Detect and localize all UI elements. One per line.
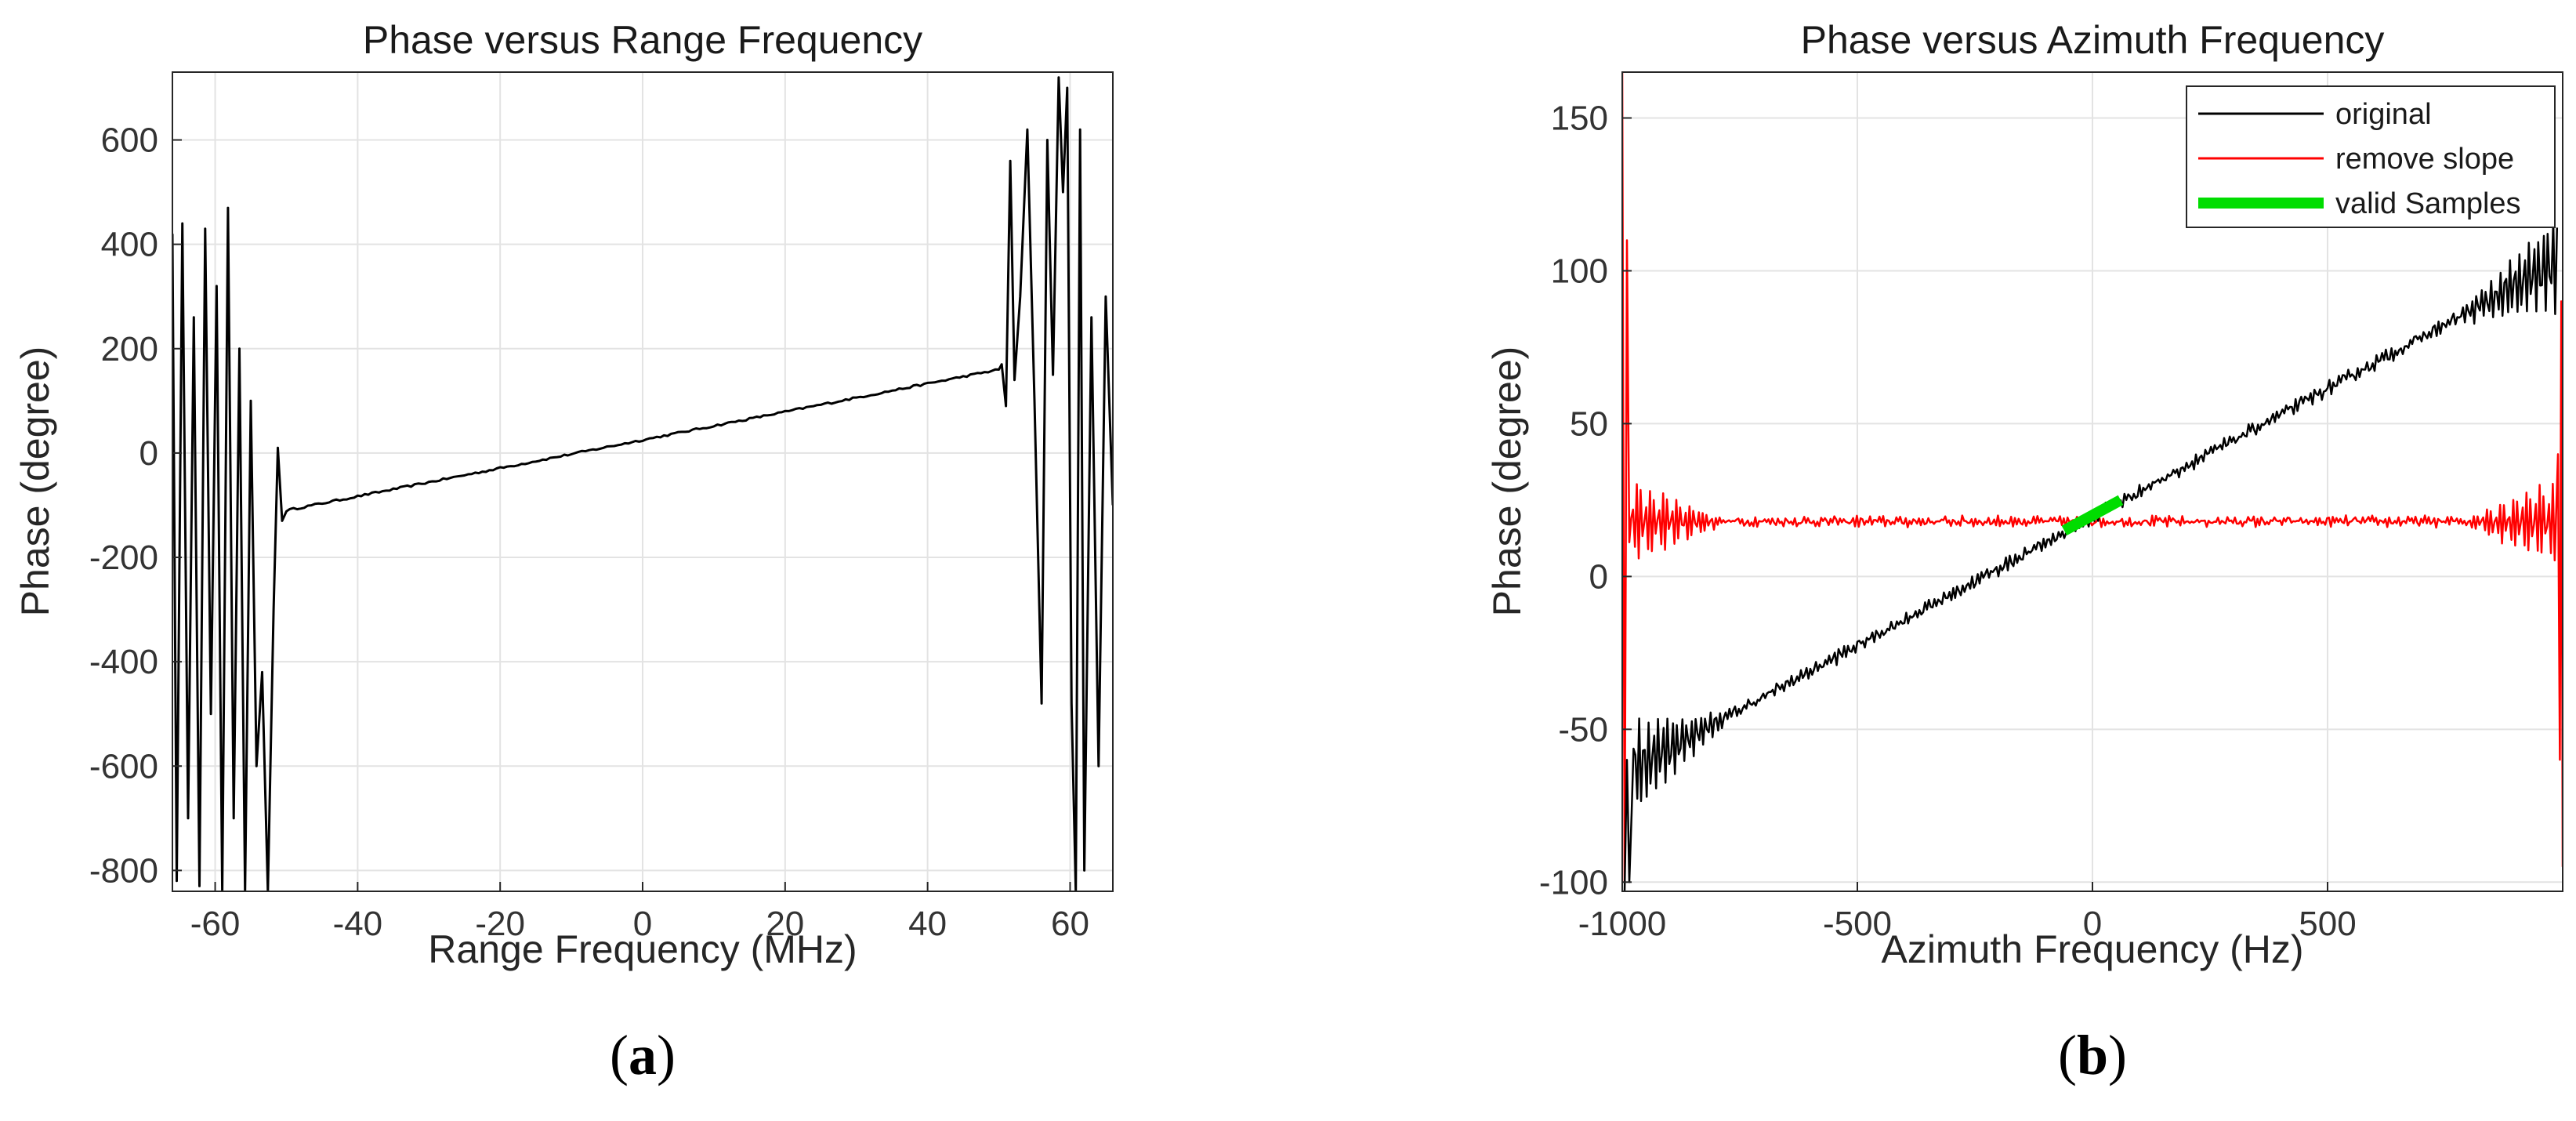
panel-a-range-chart: -60 -40 -20 0 20 40 60-800-600-400-20002004006… (13, 18, 1114, 1087)
grid-a (172, 72, 1113, 891)
legend: original remove slope valid Samples (2186, 85, 2556, 228)
y-tick-label: 0 (139, 434, 158, 473)
y-tick-label: 200 (101, 330, 158, 368)
y-tick-label: -100 (1539, 863, 1608, 902)
x-axis-label: Azimuth Frequency (Hz) (1881, 927, 2303, 971)
x-tick-label: 60 (1051, 905, 1089, 943)
panel-label-b: (b) (2058, 1024, 2127, 1087)
x-tick-label: 40 (908, 905, 947, 943)
x-axis-label: Range Frequency (MHz) (428, 927, 857, 971)
x-tick-label: -40 (333, 905, 383, 943)
y-axis-label: Phase (degree) (13, 346, 57, 617)
y-tick-label: -800 (89, 851, 158, 890)
series-a (172, 76, 1113, 891)
series-line-phase (172, 76, 1113, 891)
y-tick-label: -400 (89, 643, 158, 681)
x-tick-label: 500 (2299, 905, 2356, 943)
x-tick-label: -60 (190, 905, 241, 943)
y-tick-label: -50 (1558, 710, 1608, 749)
y-axis-label: Phase (degree) (1485, 346, 1529, 617)
y-tick-label: -200 (89, 539, 158, 577)
x-tick-label: -1000 (1578, 905, 1667, 943)
y-tick-label: 50 (1570, 405, 1608, 443)
y-tick-label: -600 (89, 747, 158, 785)
chart-title: Phase versus Azimuth Frequency (1801, 18, 2385, 62)
y-tick-label: 600 (101, 122, 158, 160)
x-tick-label: -500 (1823, 905, 1892, 943)
x-tick-label: 0 (2083, 905, 2102, 943)
y-tick-label: 150 (1551, 99, 1608, 137)
chart-title: Phase versus Range Frequency (363, 18, 922, 62)
legend-label-valid-samples: valid Samples (2335, 187, 2521, 220)
panel-label-a: (a) (610, 1024, 676, 1087)
y-tick-label: 100 (1551, 252, 1608, 290)
x-tick-label: 20 (766, 905, 804, 943)
x-tick-label: 0 (633, 905, 652, 943)
series-b (1622, 72, 2563, 891)
y-tick-label: 0 (1589, 557, 1608, 596)
legend-label-remove-slope: remove slope (2335, 143, 2514, 176)
series-line-valid-samples (2061, 495, 2124, 536)
x-tick-label: -20 (475, 905, 525, 943)
series-line-remove-slope (1622, 72, 2563, 883)
ticks-a: -60 -40 -20 0 20 40 60-800-600-400-20002004006… (89, 122, 1089, 943)
legend-label-original: original (2335, 98, 2432, 131)
y-tick-label: 400 (101, 226, 158, 264)
